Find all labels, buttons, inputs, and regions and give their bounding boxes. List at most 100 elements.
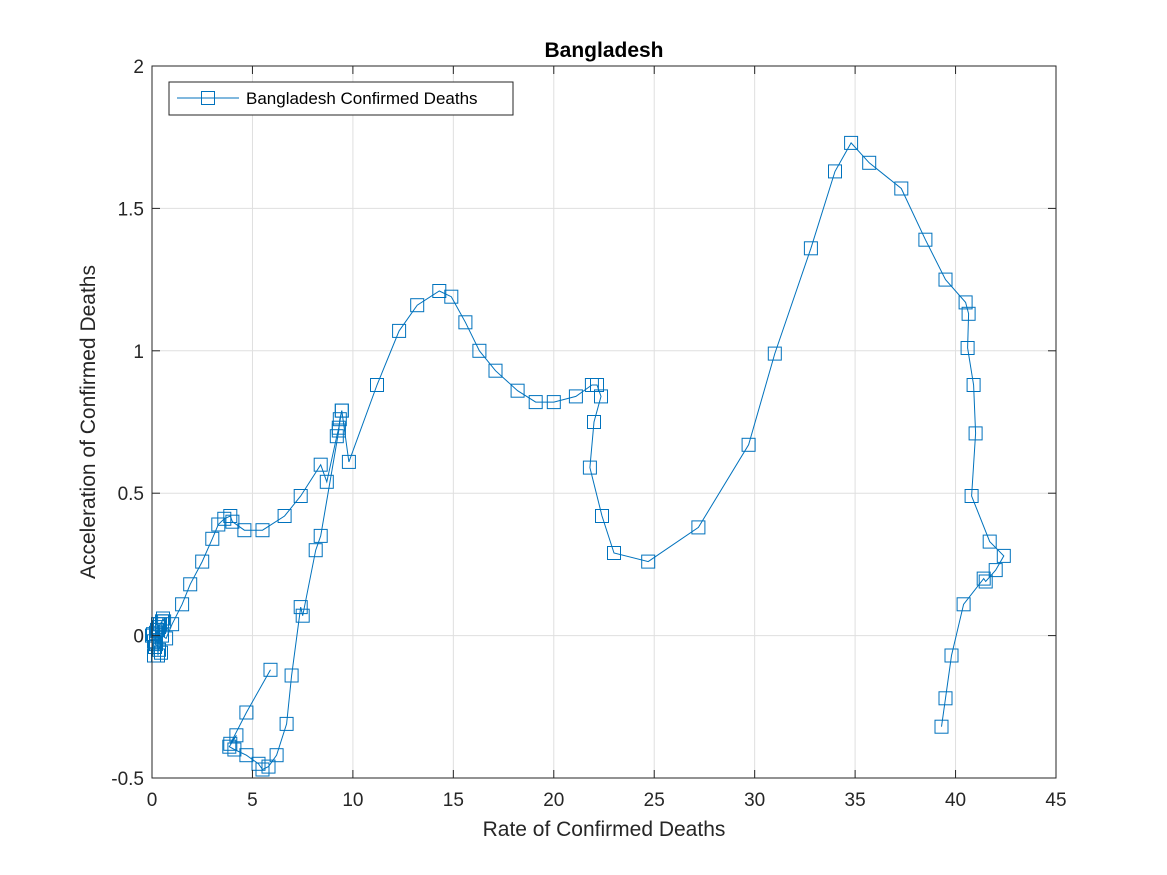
data-point-marker (590, 378, 604, 392)
data-point-marker (938, 272, 953, 287)
y-axis-label: Acceleration of Confirmed Deaths (77, 265, 100, 579)
data-point-marker (587, 415, 601, 429)
data-point-marker (862, 155, 877, 170)
x-tick-label: 35 (845, 790, 866, 811)
data-point-marker (313, 457, 328, 472)
data-point-marker (277, 509, 292, 523)
data-point-marker (255, 762, 270, 777)
data-point-marker (223, 509, 238, 523)
y-tick-label: 1 (133, 342, 144, 363)
data-point-marker (958, 295, 973, 310)
data-point-marker (894, 181, 909, 196)
data-point-marker (175, 597, 190, 612)
ticks: 0 5 10 15 20 25 30 35 40 45-0.500.511.52 (111, 57, 1066, 811)
data-point-marker (195, 554, 210, 569)
data-point-marker (269, 748, 284, 763)
data-point-marker (334, 403, 349, 418)
data-point-marker (341, 454, 356, 469)
x-tick-label: 5 (247, 790, 258, 811)
data-point-marker (183, 577, 198, 592)
data-point-marker (960, 341, 975, 355)
data-point-marker (263, 662, 278, 677)
data-point-marker (594, 389, 608, 404)
data-point-marker (153, 617, 167, 632)
data-point-marker (308, 543, 323, 558)
y-tick-label: 2 (133, 57, 144, 78)
data-point-marker (691, 520, 706, 535)
data-point-marker (568, 389, 583, 404)
data-point-marker (159, 631, 174, 646)
x-axis-label: Rate of Confirmed Deaths (483, 818, 726, 841)
data-point-marker (279, 716, 294, 731)
chart-title: Bangladesh (544, 39, 663, 62)
data-point-marker (976, 571, 991, 586)
data-point-marker (222, 739, 237, 754)
data-point-marker (319, 474, 334, 489)
data-point-marker (331, 423, 346, 438)
x-tick-label: 40 (945, 790, 966, 811)
data-point-marker (828, 164, 842, 179)
data-point-marker (295, 608, 310, 623)
data-point-marker (741, 437, 756, 452)
x-tick-label: 45 (1045, 790, 1066, 811)
data-point-marker (165, 617, 180, 632)
data-point-marker (370, 378, 384, 392)
data-point-marker (293, 600, 308, 615)
plot-frame (151, 65, 1057, 779)
data-point-marker (154, 645, 168, 660)
data-point-marker (918, 232, 933, 247)
data-point-marker (284, 668, 299, 683)
series-layer (145, 135, 1011, 777)
data-point-marker (239, 705, 254, 720)
data-point-marker (956, 597, 971, 612)
data-point-marker (239, 748, 254, 763)
x-tick-label: 20 (543, 790, 564, 811)
series-line (151, 142, 1005, 727)
data-point-marker (582, 460, 597, 475)
y-tick-label: 0.5 (118, 484, 144, 505)
data-point-marker (205, 531, 220, 546)
legend-marker (201, 91, 215, 105)
data-point-marker (607, 546, 621, 560)
data-point-marker (392, 323, 407, 338)
y-tick-label: -0.5 (111, 769, 144, 790)
data-point-marker (767, 346, 782, 361)
data-point-marker (488, 363, 503, 378)
data-point-marker (458, 315, 473, 330)
data-point-marker (237, 523, 252, 538)
data-point-marker (225, 514, 240, 529)
data-point-marker (982, 534, 997, 549)
data-point-marker (223, 736, 238, 751)
data-point-marker (546, 395, 561, 410)
y-tick-label: 1.5 (118, 199, 144, 220)
plot-area (152, 66, 1056, 778)
data-point-marker (410, 298, 425, 313)
data-point-marker (961, 306, 976, 321)
data-point-marker (472, 343, 487, 358)
data-point-marker (968, 426, 983, 441)
data-point-marker (803, 241, 818, 256)
data-point-marker (988, 563, 1003, 578)
data-point-marker (844, 135, 859, 150)
legend: Bangladesh Confirmed Deaths (168, 81, 514, 116)
data-point-marker (996, 548, 1011, 563)
data-point-marker (964, 489, 979, 503)
data-point-marker (944, 648, 959, 663)
x-tick-label: 25 (644, 790, 665, 811)
data-point-marker (293, 489, 308, 503)
data-point-marker (155, 614, 169, 629)
y-tick-label: 0 (133, 627, 144, 648)
data-point-marker (595, 509, 609, 523)
x-tick-label: 30 (744, 790, 765, 811)
data-point-marker (251, 756, 266, 771)
data-point-marker (978, 574, 993, 589)
data-point-marker (332, 412, 347, 427)
data-point-marker (510, 383, 525, 398)
x-tick-label: 0 (147, 790, 158, 811)
data-point-marker (255, 523, 270, 538)
data-point-marker (641, 554, 656, 569)
data-point-marker (156, 611, 170, 626)
x-tick-label: 10 (342, 790, 363, 811)
data-point-marker (938, 691, 953, 706)
